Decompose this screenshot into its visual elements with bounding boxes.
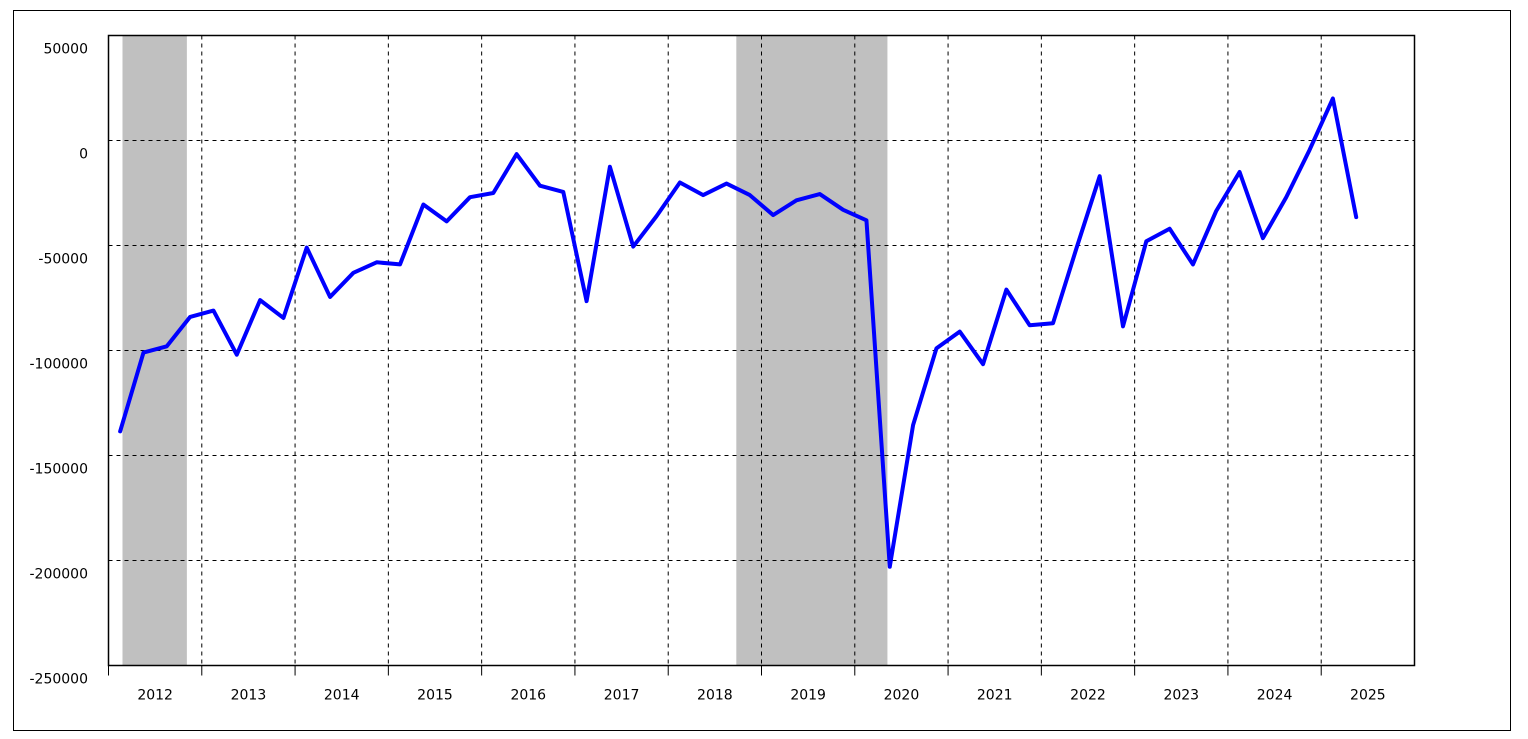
x-tick-label: 2023 <box>1163 688 1199 704</box>
y-tick-label: -150000 <box>30 462 89 478</box>
y-tick-label: -50000 <box>38 252 88 268</box>
x-tick-label: 2021 <box>977 688 1013 704</box>
y-tick-label: -200000 <box>30 567 89 583</box>
y-tick-label: -250000 <box>30 672 89 688</box>
x-tick-label: 2014 <box>324 688 360 704</box>
x-tick-label: 2025 <box>1350 688 1386 704</box>
x-tick-label: 2022 <box>1070 688 1106 704</box>
y-tick-label: 50000 <box>43 42 88 58</box>
x-tick-label: 2012 <box>137 688 173 704</box>
x-tick-label: 2020 <box>884 688 920 704</box>
data-line <box>118 96 1359 569</box>
x-tick-label: 2018 <box>697 688 733 704</box>
y-tick-label: -100000 <box>30 357 89 373</box>
y-tick-label: 0 <box>79 147 88 163</box>
x-tick-label: 2019 <box>790 688 826 704</box>
x-tick-label: 2024 <box>1257 688 1293 704</box>
x-tick-label: 2017 <box>604 688 640 704</box>
x-tick-label: 2016 <box>510 688 546 704</box>
x-tick-label: 2015 <box>417 688 453 704</box>
x-tick-label: 2013 <box>231 688 267 704</box>
